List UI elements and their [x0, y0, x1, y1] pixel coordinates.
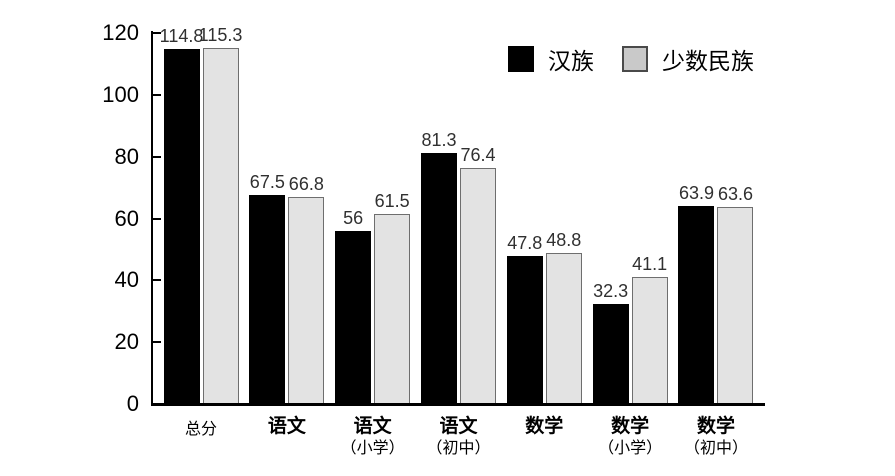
bar-value-label: 67.5 [249, 172, 285, 193]
category-label-1: 语文 [268, 415, 306, 438]
bar-hanzu-0 [163, 49, 200, 404]
bar-value-label: 48.8 [546, 230, 582, 251]
category-label-main: 语文 [353, 416, 392, 437]
y-tick-label: 40 [114, 267, 139, 293]
category-label-0: 总分 [185, 415, 217, 441]
bar-value-label: 66.8 [288, 174, 324, 195]
bar-minority-3 [459, 167, 496, 404]
bar-minority-5 [631, 276, 668, 404]
category-label-main: 语文 [439, 416, 478, 437]
category-label-main: 总分 [184, 421, 218, 438]
y-tick-mark [153, 217, 161, 220]
bar-minority-2 [374, 213, 411, 404]
y-tick-mark [153, 279, 161, 282]
bar-value-label: 81.3 [421, 129, 457, 150]
y-tick-label: 20 [114, 329, 139, 355]
category-label-main: 数学 [525, 416, 564, 437]
bar-value-label: 56 [343, 207, 364, 228]
y-tick-label: 100 [102, 81, 139, 107]
bar-hanzu-4 [506, 256, 543, 404]
category-label-6: 数学 （初中） [684, 415, 748, 460]
bar-value-label: 63.6 [717, 184, 753, 205]
bar-value-label: 47.8 [507, 233, 543, 254]
legend-swatch-minority [622, 46, 648, 72]
bar-minority-4 [545, 253, 582, 404]
bar-value-label: 115.3 [198, 24, 243, 45]
bar-minority-1 [288, 197, 325, 404]
bar-value-label: 63.9 [678, 183, 714, 204]
legend-label-hanzu: 汉族 [548, 48, 594, 74]
bar-hanzu-5 [592, 304, 629, 404]
legend: 汉族 少数民族 [508, 42, 754, 76]
y-tick-label: 0 [126, 391, 139, 416]
y-tick-label: 120 [102, 20, 139, 45]
bar-hanzu-6 [678, 206, 715, 404]
category-label-3: 语文 （初中） [426, 415, 490, 460]
bar-hanzu-2 [335, 230, 372, 404]
category-label-sub: （小学） [598, 440, 663, 457]
bar-minority-0 [202, 47, 239, 404]
category-label-2: 语文 （小学） [341, 415, 405, 460]
category-label-main: 数学 [611, 416, 650, 437]
category-label-main: 数学 [696, 416, 735, 437]
category-label-5: 数学 （小学） [598, 415, 662, 460]
bar-hanzu-1 [249, 195, 286, 404]
plot-area: 0 20 40 60 80 100 120 114.8 115.3 总分 67.5 66.8 语文 56 6… [102, 20, 765, 457]
legend-label-minority: 少数民族 [662, 48, 754, 74]
bar-value-label: 32.3 [593, 281, 629, 302]
category-label-sub: （初中） [426, 440, 491, 457]
category-label-main: 语文 [267, 416, 306, 437]
y-tick-mark [153, 32, 161, 34]
y-tick-mark [153, 341, 161, 344]
bar-value-label: 76.4 [460, 144, 496, 165]
category-label-sub: （初中） [683, 440, 748, 457]
y-axis [151, 31, 153, 406]
x-axis [151, 403, 765, 406]
category-label-sub: （小学） [340, 440, 405, 457]
bar-value-label: 61.5 [374, 190, 410, 211]
bar-value-label: 41.1 [632, 253, 668, 274]
y-tick-label: 80 [114, 143, 139, 169]
bar-hanzu-3 [420, 152, 457, 404]
legend-swatch-hanzu [508, 46, 534, 72]
bar-value-label: 114.8 [159, 26, 204, 47]
category-label-4: 数学 [525, 415, 563, 438]
bar-minority-6 [717, 207, 754, 404]
y-tick-mark [153, 155, 161, 158]
y-tick-mark [153, 93, 161, 96]
y-tick-label: 60 [114, 205, 139, 231]
